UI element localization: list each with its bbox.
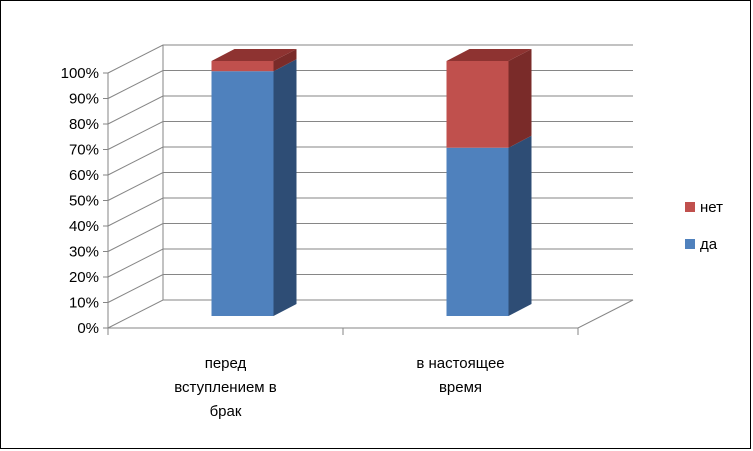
category-labels: перед вступлением в брак в настоящее время — [174, 355, 504, 420]
chart-walls — [107, 45, 634, 329]
y-tick-label: 0% — [77, 320, 99, 337]
bar-нет-side — [273, 49, 297, 72]
axes — [103, 72, 579, 335]
y-tick-label: 60% — [69, 167, 99, 184]
y-tick-label: 30% — [69, 244, 99, 261]
legend-swatch-нет — [685, 202, 695, 212]
y-tick-label: 40% — [69, 218, 99, 235]
category-label: перед — [205, 355, 247, 372]
y-tick-label: 80% — [69, 116, 99, 133]
gridline — [107, 70, 633, 99]
gridline — [107, 274, 633, 303]
category-label: брак — [210, 403, 242, 420]
y-tick-label: 20% — [69, 269, 99, 286]
gridline — [107, 223, 633, 252]
bar-нет-front — [211, 61, 274, 72]
gridline — [107, 146, 633, 176]
gridline — [107, 172, 633, 201]
legend-swatch-да — [685, 239, 695, 249]
bar-нет-side — [508, 49, 532, 148]
gridline — [107, 95, 633, 125]
bars — [211, 49, 532, 316]
y-tick-label: 70% — [69, 142, 99, 159]
gridlines — [107, 44, 633, 303]
gridline — [107, 197, 633, 227]
category-label: вступлением в — [174, 379, 277, 396]
y-tick-label: 50% — [69, 193, 99, 210]
floor — [107, 299, 634, 329]
y-tick-label: 10% — [69, 295, 99, 312]
bar-да-front — [446, 147, 509, 316]
category-label: в настоящее — [416, 355, 504, 372]
legend: нет да — [685, 199, 723, 253]
legend-label-да: да — [700, 236, 718, 253]
bar-нет-top — [211, 49, 297, 61]
gridline — [107, 121, 633, 150]
y-tick-labels: 0% 10% 20% 30% 40% 50% 60% 70% 80% 90% 100% — [61, 65, 99, 337]
y-tick-label: 90% — [69, 91, 99, 108]
gridline — [107, 248, 633, 278]
bar-да-side — [508, 135, 532, 316]
bar-нет-top — [446, 49, 532, 61]
gridline — [107, 44, 633, 74]
bar-нет-front — [446, 61, 509, 148]
bar-да-side — [273, 59, 297, 316]
y-tick-label: 100% — [61, 65, 99, 82]
legend-label-нет: нет — [700, 199, 723, 216]
bar-да-front — [211, 71, 274, 316]
category-label: время — [439, 379, 482, 396]
